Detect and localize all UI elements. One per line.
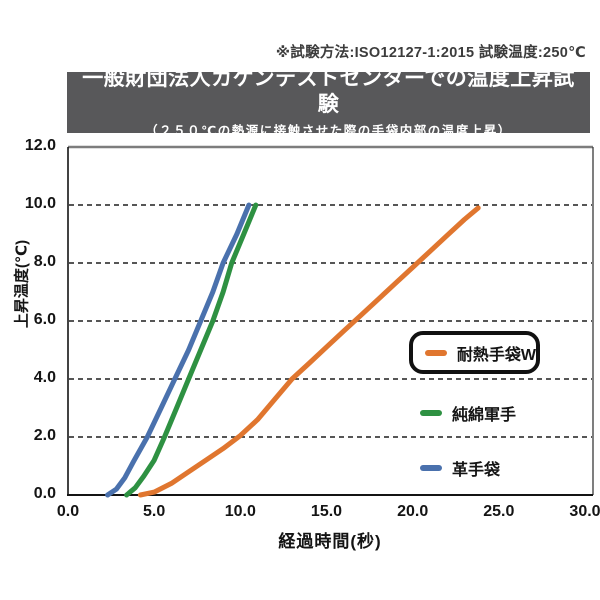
legend-item-leather-glove: 革手袋 [420, 456, 500, 480]
x-axis-title: 経過時間(秒) [278, 532, 382, 551]
legend-item-cotton-glove: 純綿軍手 [420, 401, 516, 425]
legend-label: 耐熱手袋W [456, 346, 536, 364]
chart-subtitle: （２５０℃の熱源に接触させた際の手袋内部の温度上昇） [145, 124, 512, 139]
legend-swatch-orange [425, 349, 447, 356]
x-tick-label: 5.0 [143, 503, 166, 520]
legend-item-heat-resistant-glove-w: 耐熱手袋W [409, 331, 540, 374]
title-banner: 一般財団法人カケンテストセンターでの温度上昇試験 （２５０℃の熱源に接触させた際… [67, 67, 590, 138]
legend-swatch-blue [420, 465, 442, 471]
chart-title: 一般財団法人カケンテストセンターでの温度上昇試験 [82, 66, 575, 116]
test-method-caption: ※試験方法:ISO12127-1:2015 試験温度:250℃ [275, 45, 586, 61]
y-tick-label: 6.0 [33, 311, 56, 328]
series-line-2 [105, 202, 252, 498]
legend-swatch-green [420, 410, 442, 416]
y-tick-label: 12.0 [24, 137, 56, 154]
x-tick-label: 0.0 [56, 503, 80, 520]
x-tick-label: 30.0 [569, 503, 600, 520]
x-tick-label: 10.0 [224, 503, 256, 520]
x-tick-label: 25.0 [483, 503, 515, 520]
x-tick-label: 15.0 [310, 503, 343, 520]
y-tick-label: 4.0 [33, 369, 56, 386]
y-tick-label: 8.0 [33, 253, 56, 270]
x-tick-label: 20.0 [397, 503, 429, 520]
y-tick-label: 2.0 [33, 427, 56, 444]
series-line-0 [137, 205, 481, 498]
legend-label: 純綿軍手 [452, 407, 517, 424]
legend-label: 革手袋 [452, 462, 501, 479]
y-tick-label: 0.0 [33, 485, 56, 502]
y-tick-label: 10.0 [24, 195, 56, 212]
series-line-1 [124, 202, 259, 498]
